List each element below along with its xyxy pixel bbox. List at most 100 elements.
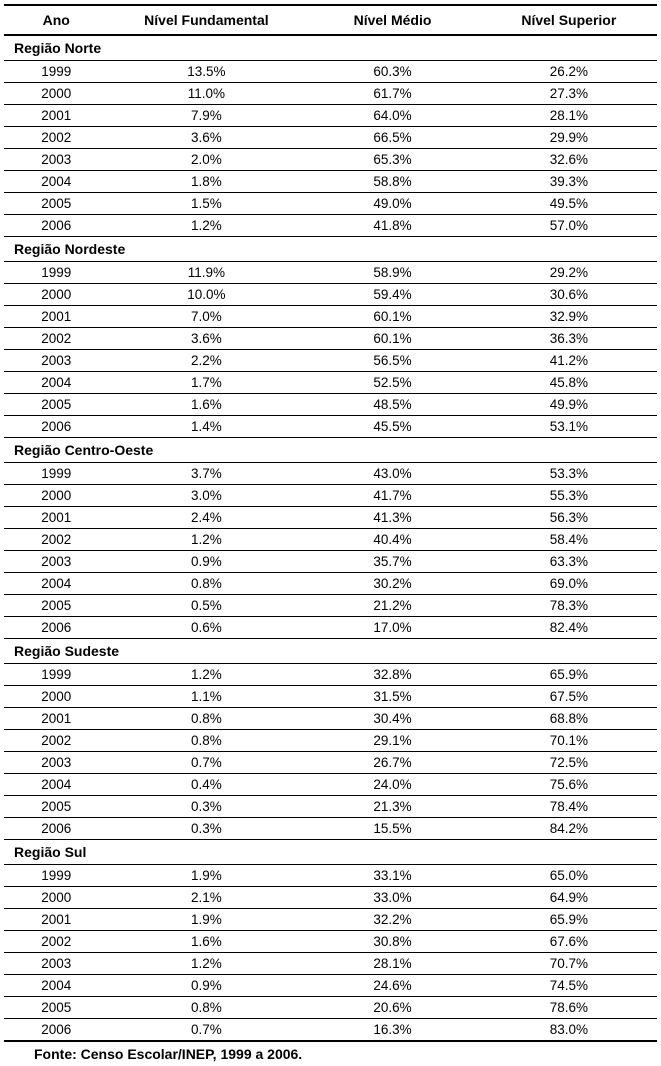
table-row: 20061.4%45.5%53.1% xyxy=(4,416,657,438)
cell-medio: 17.0% xyxy=(304,617,480,639)
cell-superior: 30.6% xyxy=(481,284,657,306)
cell-superior: 67.6% xyxy=(481,931,657,953)
cell-fundamental: 0.3% xyxy=(108,796,304,818)
cell-medio: 32.8% xyxy=(304,664,480,686)
cell-medio: 29.1% xyxy=(304,730,480,752)
cell-medio: 15.5% xyxy=(304,818,480,840)
cell-ano: 2000 xyxy=(4,485,108,507)
cell-superior: 65.9% xyxy=(481,664,657,686)
cell-superior: 57.0% xyxy=(481,215,657,237)
table-row: 20021.2%40.4%58.4% xyxy=(4,529,657,551)
region-name: Região Nordeste xyxy=(4,237,657,262)
cell-ano: 2003 xyxy=(4,551,108,573)
cell-superior: 74.5% xyxy=(481,975,657,997)
cell-superior: 70.1% xyxy=(481,730,657,752)
cell-medio: 20.6% xyxy=(304,997,480,1019)
cell-ano: 2003 xyxy=(4,149,108,171)
cell-superior: 49.9% xyxy=(481,394,657,416)
cell-superior: 63.3% xyxy=(481,551,657,573)
cell-superior: 82.4% xyxy=(481,617,657,639)
cell-ano: 2005 xyxy=(4,394,108,416)
cell-medio: 49.0% xyxy=(304,193,480,215)
table-row: 20031.2%28.1%70.7% xyxy=(4,953,657,975)
cell-superior: 78.4% xyxy=(481,796,657,818)
cell-ano: 2003 xyxy=(4,752,108,774)
cell-fundamental: 0.7% xyxy=(108,752,304,774)
cell-ano: 2005 xyxy=(4,997,108,1019)
cell-ano: 2004 xyxy=(4,573,108,595)
cell-medio: 58.9% xyxy=(304,262,480,284)
cell-fundamental: 1.9% xyxy=(108,909,304,931)
cell-fundamental: 1.8% xyxy=(108,171,304,193)
table-row: 20010.8%30.4%68.8% xyxy=(4,708,657,730)
cell-ano: 2006 xyxy=(4,818,108,840)
cell-superior: 29.2% xyxy=(481,262,657,284)
cell-superior: 39.3% xyxy=(481,171,657,193)
cell-superior: 53.3% xyxy=(481,463,657,485)
cell-medio: 65.3% xyxy=(304,149,480,171)
cell-fundamental: 3.6% xyxy=(108,328,304,350)
cell-medio: 60.1% xyxy=(304,306,480,328)
cell-fundamental: 0.3% xyxy=(108,818,304,840)
cell-fundamental: 3.7% xyxy=(108,463,304,485)
region-row: Região Sudeste xyxy=(4,639,657,664)
cell-medio: 33.1% xyxy=(304,865,480,887)
cell-superior: 27.3% xyxy=(481,83,657,105)
cell-medio: 56.5% xyxy=(304,350,480,372)
table-row: 200011.0%61.7%27.3% xyxy=(4,83,657,105)
cell-fundamental: 13.5% xyxy=(108,61,304,83)
cell-fundamental: 0.5% xyxy=(108,595,304,617)
cell-fundamental: 0.7% xyxy=(108,1019,304,1042)
cell-medio: 16.3% xyxy=(304,1019,480,1042)
cell-ano: 2000 xyxy=(4,686,108,708)
cell-ano: 2003 xyxy=(4,350,108,372)
cell-superior: 64.9% xyxy=(481,887,657,909)
table-row: 20001.1%31.5%67.5% xyxy=(4,686,657,708)
table-row: 20040.4%24.0%75.6% xyxy=(4,774,657,796)
cell-superior: 67.5% xyxy=(481,686,657,708)
table-row: 20030.9%35.7%63.3% xyxy=(4,551,657,573)
table-row: 19991.9%33.1%65.0% xyxy=(4,865,657,887)
cell-medio: 24.6% xyxy=(304,975,480,997)
cell-superior: 75.6% xyxy=(481,774,657,796)
cell-fundamental: 1.4% xyxy=(108,416,304,438)
cell-fundamental: 0.9% xyxy=(108,551,304,573)
table-row: 20050.5%21.2%78.3% xyxy=(4,595,657,617)
table-row: 20051.6%48.5%49.9% xyxy=(4,394,657,416)
table-row: 20032.0%65.3%32.6% xyxy=(4,149,657,171)
cell-superior: 68.8% xyxy=(481,708,657,730)
cell-superior: 83.0% xyxy=(481,1019,657,1042)
table-row: 199913.5%60.3%26.2% xyxy=(4,61,657,83)
table-row: 20023.6%60.1%36.3% xyxy=(4,328,657,350)
cell-superior: 49.5% xyxy=(481,193,657,215)
table-row: 20020.8%29.1%70.1% xyxy=(4,730,657,752)
cell-ano: 2006 xyxy=(4,416,108,438)
cell-fundamental: 1.6% xyxy=(108,931,304,953)
table-source-footer: Fonte: Censo Escolar/INEP, 1999 a 2006. xyxy=(4,1042,657,1062)
cell-fundamental: 1.1% xyxy=(108,686,304,708)
region-row: Região Nordeste xyxy=(4,237,657,262)
cell-fundamental: 0.8% xyxy=(108,708,304,730)
col-header-fundamental: Nível Fundamental xyxy=(108,5,304,35)
cell-fundamental: 2.1% xyxy=(108,887,304,909)
cell-fundamental: 1.2% xyxy=(108,664,304,686)
table-row: 20032.2%56.5%41.2% xyxy=(4,350,657,372)
cell-medio: 31.5% xyxy=(304,686,480,708)
cell-medio: 41.8% xyxy=(304,215,480,237)
table-row: 199911.9%58.9%29.2% xyxy=(4,262,657,284)
table-row: 20003.0%41.7%55.3% xyxy=(4,485,657,507)
cell-superior: 72.5% xyxy=(481,752,657,774)
cell-superior: 84.2% xyxy=(481,818,657,840)
cell-fundamental: 10.0% xyxy=(108,284,304,306)
cell-medio: 60.3% xyxy=(304,61,480,83)
cell-fundamental: 2.4% xyxy=(108,507,304,529)
cell-ano: 2001 xyxy=(4,507,108,529)
cell-superior: 53.1% xyxy=(481,416,657,438)
cell-fundamental: 11.0% xyxy=(108,83,304,105)
cell-medio: 48.5% xyxy=(304,394,480,416)
cell-fundamental: 0.4% xyxy=(108,774,304,796)
cell-ano: 2004 xyxy=(4,975,108,997)
cell-fundamental: 3.6% xyxy=(108,127,304,149)
cell-superior: 41.2% xyxy=(481,350,657,372)
cell-fundamental: 0.8% xyxy=(108,730,304,752)
